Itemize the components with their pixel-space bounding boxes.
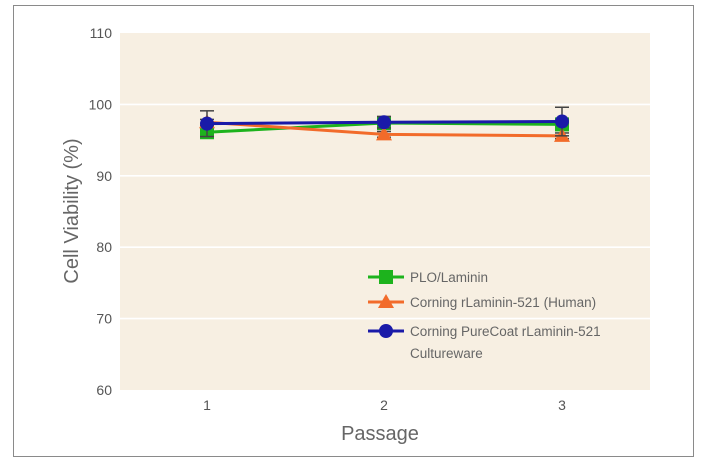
y-tick-label: 100: [89, 96, 113, 112]
x-tick-labels: 1 2 3: [203, 397, 566, 413]
legend: PLO/Laminin Corning rLaminin-521 (Human) C…: [368, 270, 601, 361]
x-tick-label: 1: [203, 397, 211, 413]
legend-marker: [379, 324, 393, 338]
legend-label: PLO/Laminin: [410, 270, 488, 285]
legend-marker: [379, 270, 393, 284]
legend-item-2: Corning rLaminin-521 (Human): [368, 294, 596, 310]
data-point: [376, 126, 392, 141]
data-point: [377, 115, 391, 130]
y-tick-label: 90: [96, 168, 112, 184]
legend-label: Corning PureCoat rLaminin-521: [410, 324, 601, 339]
y-tick-label: 110: [90, 25, 113, 41]
legend-label: Cultureware: [410, 346, 483, 361]
x-tick-label: 2: [380, 397, 388, 413]
series-group: [199, 106, 570, 142]
legend-marker: [378, 294, 394, 308]
y-tick-labels: 60 70 80 90 100 110: [89, 25, 113, 398]
legend-item-1: PLO/Laminin: [368, 270, 488, 285]
data-point: [200, 116, 214, 131]
data-point: [555, 114, 569, 129]
x-tick-label: 3: [558, 397, 566, 413]
y-tick-label: 70: [96, 311, 112, 327]
legend-label: Corning rLaminin-521 (Human): [410, 295, 596, 310]
grid-lines: [120, 103, 650, 320]
y-tick-label: 60: [96, 382, 112, 398]
y-tick-label: 80: [96, 239, 112, 255]
x-axis-title: Passage: [341, 423, 419, 445]
legend-item-3: Corning PureCoat rLaminin-521 Cultureware: [368, 324, 601, 361]
y-axis-title: Cell Viability (%): [61, 138, 83, 283]
series-3: [200, 106, 569, 138]
